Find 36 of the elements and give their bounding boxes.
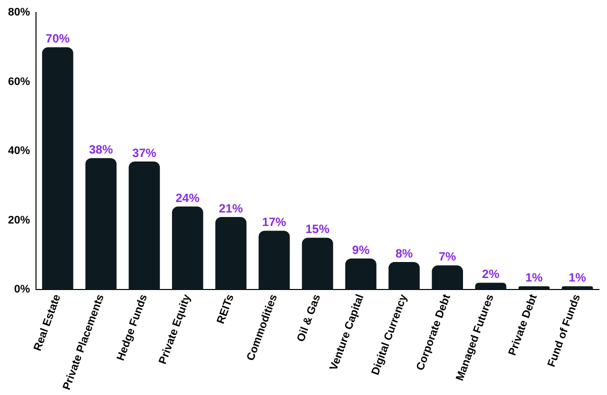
bar — [388, 262, 420, 290]
data-label: 1% — [568, 270, 586, 285]
bar — [215, 216, 246, 290]
bar — [258, 230, 290, 290]
y-tick-label: 80% — [8, 6, 30, 19]
x-tick-label: REITs — [214, 292, 237, 326]
bar — [172, 206, 204, 290]
y-tick-label: 40% — [8, 145, 30, 158]
bar — [128, 162, 160, 290]
bar — [85, 158, 117, 290]
bar — [518, 286, 550, 290]
x-tick-label: Hedge Funds — [114, 292, 150, 362]
bar — [302, 238, 334, 290]
bar — [562, 286, 593, 290]
data-label: 15% — [305, 222, 330, 236]
bar — [475, 282, 506, 290]
y-tick-label: 0% — [14, 284, 30, 296]
data-label: 38% — [88, 142, 114, 156]
data-label: 7% — [438, 250, 456, 264]
x-tick-label: Real Estate — [32, 292, 64, 353]
data-label: 8% — [395, 246, 414, 260]
y-tick-label: 20% — [8, 214, 30, 226]
data-label: 70% — [46, 32, 70, 46]
data-label: 24% — [176, 190, 200, 205]
data-label: 21% — [218, 201, 244, 216]
bar — [432, 265, 464, 290]
data-label: 1% — [525, 270, 544, 285]
bar — [345, 258, 376, 290]
data-label: 9% — [352, 242, 370, 257]
data-label: 37% — [132, 146, 157, 160]
bar — [42, 47, 74, 290]
y-tick-label: 60% — [8, 76, 30, 88]
data-label: 2% — [482, 267, 500, 282]
x-tick-label: Oil & Gas — [294, 292, 324, 344]
x-tick-label: Fund of Funds — [546, 292, 584, 369]
data-label: 17% — [262, 215, 287, 230]
